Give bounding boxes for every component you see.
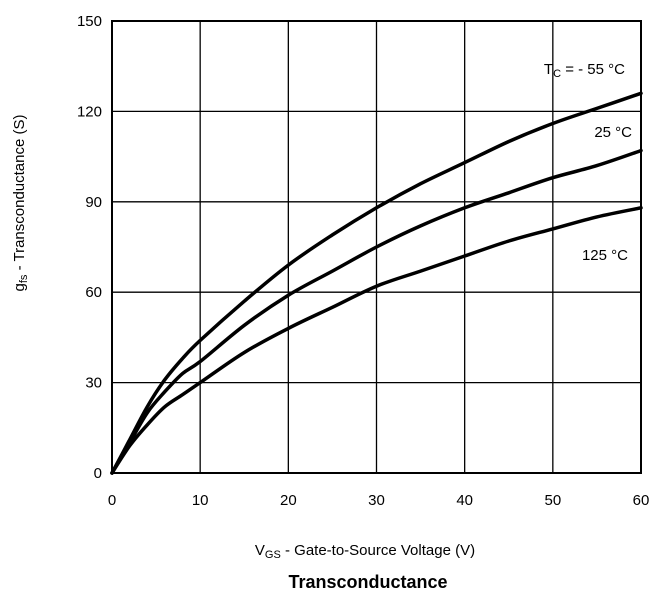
- series-line-0: [110, 91, 643, 475]
- series-label-main-0: T: [544, 61, 553, 78]
- series-label-main-2: 125 °C: [582, 247, 628, 264]
- x-axis-label-sub: GS: [265, 549, 281, 561]
- x-tick-label-40: 40: [456, 492, 473, 509]
- y-tick-label-30: 30: [85, 375, 102, 392]
- y-axis-label: gfs - Transconductance (S): [11, 115, 30, 292]
- y-tick-label-0: 0: [94, 465, 102, 482]
- x-tick-label-60: 60: [633, 492, 650, 509]
- series-label-sub-0: C: [553, 68, 561, 80]
- x-tick-label-0: 0: [108, 492, 116, 509]
- series-labels: TC = - 55 °C 25 °C 125 °C: [544, 61, 632, 264]
- x-axis-label: VGS - Gate-to-Source Voltage (V): [255, 542, 475, 561]
- y-tick-label-150: 150: [77, 13, 102, 30]
- series-label-main-1: 25 °C: [594, 124, 632, 141]
- series-label-2: 125 °C: [582, 247, 628, 264]
- x-tick-labels: 0 10 20 30 40 50 60: [108, 492, 650, 509]
- series-line-1: [110, 148, 643, 475]
- x-tick-label-50: 50: [544, 492, 561, 509]
- plot-frame: [111, 20, 642, 474]
- series-lines: [110, 91, 643, 475]
- y-tick-label-90: 90: [85, 194, 102, 211]
- y-axis-label-rest: - Transconductance (S): [11, 115, 28, 275]
- y-axis-label-main: g: [11, 283, 28, 291]
- series-line-2: [110, 206, 643, 475]
- series-label-0: TC = - 55 °C: [544, 61, 625, 80]
- y-axis-label-sub: fs: [18, 274, 30, 283]
- y-tick-label-60: 60: [85, 284, 102, 301]
- series-label-1: 25 °C: [594, 124, 632, 141]
- x-axis-label-main: V: [255, 542, 265, 559]
- chart-title: Transconductance: [288, 572, 447, 592]
- x-tick-label-20: 20: [280, 492, 297, 509]
- x-tick-label-30: 30: [368, 492, 385, 509]
- y-tick-label-120: 120: [77, 103, 102, 120]
- x-axis-label-rest: - Gate-to-Source Voltage (V): [281, 542, 475, 559]
- y-tick-labels: 0 30 60 90 120 150: [77, 13, 102, 482]
- x-tick-label-10: 10: [192, 492, 209, 509]
- series-label-rest-0: = - 55 °C: [561, 61, 625, 78]
